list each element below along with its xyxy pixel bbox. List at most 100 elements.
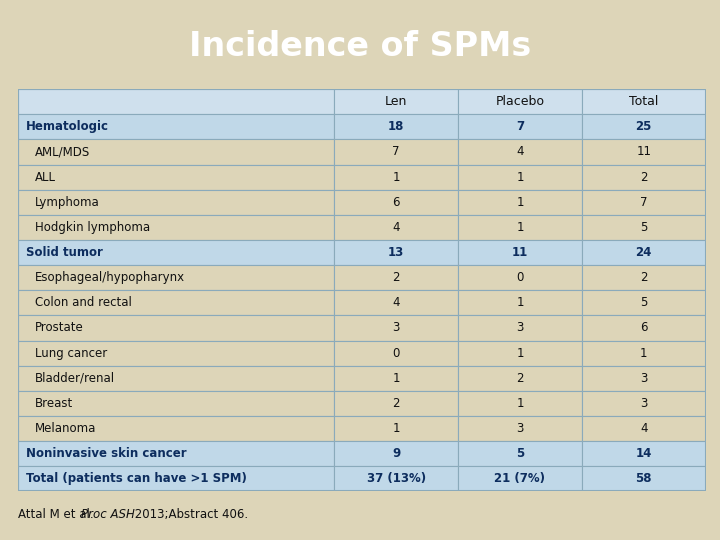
Bar <box>334 89 458 114</box>
Text: 1: 1 <box>516 296 523 309</box>
Bar <box>334 139 458 165</box>
Bar <box>582 416 706 441</box>
Bar <box>334 291 458 315</box>
Bar <box>334 315 458 341</box>
Bar <box>334 416 458 441</box>
Text: Esophageal/hypopharynx: Esophageal/hypopharynx <box>35 271 185 284</box>
Bar <box>458 215 582 240</box>
Bar <box>458 441 582 466</box>
Bar <box>18 441 334 466</box>
Text: Noninvasive skin cancer: Noninvasive skin cancer <box>26 447 187 460</box>
Text: 2: 2 <box>516 372 523 385</box>
Text: 1: 1 <box>392 171 400 184</box>
Bar <box>18 366 334 391</box>
Text: 2: 2 <box>640 171 647 184</box>
Text: 1: 1 <box>516 397 523 410</box>
Bar <box>18 139 334 165</box>
Text: 6: 6 <box>392 195 400 209</box>
Bar <box>458 114 582 139</box>
Text: 7: 7 <box>392 145 400 158</box>
Bar <box>458 391 582 416</box>
Text: Breast: Breast <box>35 397 73 410</box>
Bar <box>582 441 706 466</box>
Bar <box>18 416 334 441</box>
Text: AML/MDS: AML/MDS <box>35 145 91 158</box>
Text: 1: 1 <box>516 171 523 184</box>
Text: Attal M et al.: Attal M et al. <box>18 508 97 521</box>
Text: 0: 0 <box>516 271 523 284</box>
Text: 4: 4 <box>392 296 400 309</box>
Bar <box>18 466 334 491</box>
Text: 3: 3 <box>640 397 647 410</box>
Text: 5: 5 <box>516 447 524 460</box>
Text: Hematologic: Hematologic <box>26 120 109 133</box>
Text: 21 (7%): 21 (7%) <box>495 472 546 485</box>
Bar <box>18 240 334 265</box>
Text: 14: 14 <box>636 447 652 460</box>
Text: Bladder/renal: Bladder/renal <box>35 372 115 385</box>
Text: 25: 25 <box>636 120 652 133</box>
Text: 2: 2 <box>392 397 400 410</box>
Bar <box>582 190 706 215</box>
Bar <box>18 190 334 215</box>
Text: Solid tumor: Solid tumor <box>26 246 103 259</box>
Bar <box>582 89 706 114</box>
Bar <box>582 391 706 416</box>
Bar <box>334 341 458 366</box>
Bar <box>458 315 582 341</box>
Bar <box>334 165 458 190</box>
Text: 11: 11 <box>636 145 651 158</box>
Text: Total (patients can have >1 SPM): Total (patients can have >1 SPM) <box>26 472 247 485</box>
Bar <box>458 265 582 291</box>
Bar <box>18 291 334 315</box>
Text: Hodgkin lymphoma: Hodgkin lymphoma <box>35 221 150 234</box>
Text: 5: 5 <box>640 296 647 309</box>
Text: Prostate: Prostate <box>35 321 84 334</box>
Bar <box>458 416 582 441</box>
Text: 9: 9 <box>392 447 400 460</box>
Bar <box>18 165 334 190</box>
Text: Total: Total <box>629 95 658 108</box>
Bar <box>458 466 582 491</box>
Bar <box>582 291 706 315</box>
Bar <box>18 265 334 291</box>
Text: 1: 1 <box>516 195 523 209</box>
Bar <box>458 139 582 165</box>
Text: 11: 11 <box>512 246 528 259</box>
Text: 2: 2 <box>392 271 400 284</box>
Bar <box>458 341 582 366</box>
Text: 3: 3 <box>516 321 523 334</box>
Text: 37 (13%): 37 (13%) <box>366 472 426 485</box>
Bar <box>582 265 706 291</box>
Text: 0: 0 <box>392 347 400 360</box>
Text: 1: 1 <box>516 221 523 234</box>
Text: 7: 7 <box>516 120 524 133</box>
Bar <box>334 466 458 491</box>
Text: 24: 24 <box>636 246 652 259</box>
Text: Melanoma: Melanoma <box>35 422 96 435</box>
Text: 4: 4 <box>516 145 523 158</box>
Text: 5: 5 <box>640 221 647 234</box>
Text: 7: 7 <box>640 195 647 209</box>
Bar <box>18 341 334 366</box>
Bar <box>458 366 582 391</box>
Bar <box>582 215 706 240</box>
Text: Lymphoma: Lymphoma <box>35 195 100 209</box>
Text: 1: 1 <box>516 347 523 360</box>
Text: 1: 1 <box>392 422 400 435</box>
Text: 58: 58 <box>636 472 652 485</box>
Bar <box>458 240 582 265</box>
Bar <box>458 190 582 215</box>
Text: 4: 4 <box>640 422 647 435</box>
Text: Proc ASH: Proc ASH <box>81 508 135 521</box>
Text: Colon and rectal: Colon and rectal <box>35 296 132 309</box>
Bar <box>582 139 706 165</box>
Bar <box>582 341 706 366</box>
Text: Len: Len <box>385 95 408 108</box>
Text: 2: 2 <box>640 271 647 284</box>
Text: 3: 3 <box>516 422 523 435</box>
Bar <box>582 165 706 190</box>
Bar <box>18 315 334 341</box>
Bar <box>18 89 334 114</box>
Bar <box>582 466 706 491</box>
